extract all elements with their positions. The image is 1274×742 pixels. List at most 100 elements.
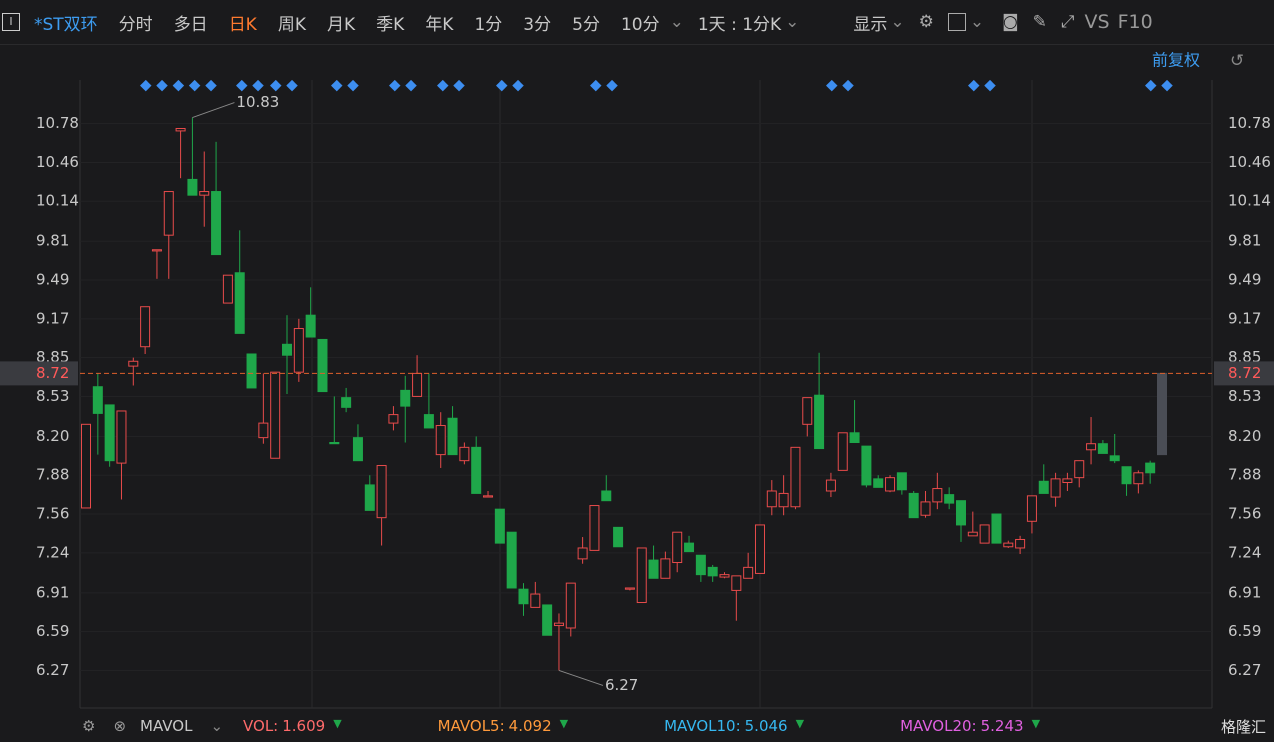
candle-body xyxy=(246,353,257,389)
tab[interactable]: 分时 xyxy=(118,14,153,35)
undo-icon[interactable]: ↺ xyxy=(1230,51,1244,71)
brand: 格隆汇 xyxy=(1220,717,1266,736)
period[interactable]: 1天 : 1分K xyxy=(697,14,782,35)
candle-body xyxy=(151,249,162,252)
candle-body xyxy=(352,437,363,462)
candle xyxy=(1038,464,1049,494)
candle xyxy=(506,531,517,589)
candle xyxy=(542,604,553,636)
candle xyxy=(589,505,600,551)
display[interactable]: 显示 xyxy=(853,14,888,35)
candle xyxy=(660,551,671,579)
indicator-name: MAVOL10: xyxy=(664,717,741,735)
candle xyxy=(518,583,529,616)
tab[interactable]: 5分 xyxy=(572,14,600,35)
svg-text:◆ ◆: ◆ ◆ xyxy=(236,76,264,94)
camera-icon[interactable]: ◙ xyxy=(1002,12,1019,32)
y-tick-label-right: 7.24 xyxy=(1228,543,1261,561)
candle xyxy=(81,423,91,509)
candle xyxy=(530,581,541,608)
candle xyxy=(553,613,564,671)
candle-body xyxy=(577,547,588,560)
candle xyxy=(920,490,931,518)
candle-body xyxy=(163,191,174,236)
f10[interactable]: F10 xyxy=(1117,11,1153,33)
candle-body xyxy=(423,414,434,429)
close-icon[interactable]: ⊗ xyxy=(113,717,127,735)
display-arrow[interactable]: ⌄ xyxy=(890,12,905,32)
adjust-button[interactable]: 前复权 xyxy=(1152,51,1200,70)
candle xyxy=(471,436,482,494)
candle-body xyxy=(483,495,494,498)
box-icon[interactable] xyxy=(947,13,966,31)
candle-body xyxy=(128,360,139,367)
indicator-arrow[interactable]: ⌄ xyxy=(210,717,224,735)
tab[interactable]: 季K xyxy=(376,14,405,35)
stock-name[interactable]: *ST双环 xyxy=(34,14,98,35)
candle-body xyxy=(412,372,423,397)
candle-body xyxy=(707,566,718,577)
tab[interactable]: 3分 xyxy=(523,14,552,35)
tab[interactable]: 月K xyxy=(327,14,356,35)
box-arrow[interactable]: ⌄ xyxy=(969,12,985,32)
candle-body xyxy=(282,343,293,356)
footer: ⚙ ⊗ MAVOL ⌄ VOL: 1.609 ▼ MAVOL5: 4.092 ▼ MAVOL… xyxy=(0,710,1274,742)
candle-body xyxy=(802,397,813,425)
candle xyxy=(140,306,151,354)
last-price-label: 8.72 xyxy=(36,364,69,382)
candle-body xyxy=(270,371,281,459)
candle xyxy=(329,396,340,445)
candle xyxy=(790,446,801,510)
sidebar-toggle[interactable]: I xyxy=(2,13,20,31)
tab[interactable]: 1分 xyxy=(474,14,503,35)
y-tick-label-right: 8.20 xyxy=(1228,427,1261,445)
candle-body xyxy=(601,490,612,502)
candle-body xyxy=(1074,460,1085,479)
period-arrow[interactable]: ⌄ xyxy=(785,12,800,32)
candle-body xyxy=(861,445,872,486)
candle xyxy=(1109,434,1120,464)
y-tick-label: 9.17 xyxy=(36,309,69,327)
indicator[interactable]: MAVOL xyxy=(140,717,193,735)
candle xyxy=(944,487,955,510)
candle xyxy=(199,151,210,227)
tab[interactable]: 多日 xyxy=(173,14,208,35)
vs[interactable]: VS xyxy=(1084,11,1110,33)
more-arrow[interactable]: ⌄ xyxy=(669,12,684,32)
candle xyxy=(672,531,683,573)
y-tick-label: 10.46 xyxy=(36,153,79,171)
candle xyxy=(305,287,316,338)
settings-icon[interactable]: ⚙ xyxy=(918,12,934,32)
candle-body xyxy=(849,432,860,443)
candle xyxy=(128,357,139,386)
candle xyxy=(648,545,659,579)
candle xyxy=(565,582,576,637)
candle xyxy=(104,404,115,467)
candle xyxy=(991,513,1002,544)
candle-body xyxy=(1038,480,1049,494)
settings-icon[interactable]: ⚙ xyxy=(82,717,96,735)
fullscreen-icon[interactable]: ⤢ xyxy=(1060,12,1075,32)
candle xyxy=(352,424,363,462)
indicator-name: MAVOL5: xyxy=(437,717,505,735)
candle-body xyxy=(364,484,375,511)
candle-body xyxy=(341,397,352,408)
candle-body xyxy=(778,492,789,508)
pen-icon[interactable]: ✎ xyxy=(1032,12,1047,32)
candle-body xyxy=(932,488,943,503)
svg-text:◆ ◆: ◆ ◆ xyxy=(1145,76,1173,94)
tab[interactable]: 年K xyxy=(425,14,454,35)
candle xyxy=(435,412,446,468)
candle-body xyxy=(885,477,896,492)
candle-body xyxy=(660,558,671,579)
candle-body xyxy=(979,524,990,544)
indicator-name: VOL: xyxy=(243,717,279,735)
candle-body xyxy=(624,587,635,590)
candle xyxy=(1086,417,1097,465)
y-tick-label: 9.49 xyxy=(36,271,69,289)
tab[interactable]: 日K xyxy=(228,14,257,35)
tab[interactable]: 周K xyxy=(277,14,306,35)
tab[interactable]: 10分 xyxy=(620,14,660,35)
candle-body xyxy=(1097,443,1108,454)
candle-body xyxy=(766,490,777,508)
